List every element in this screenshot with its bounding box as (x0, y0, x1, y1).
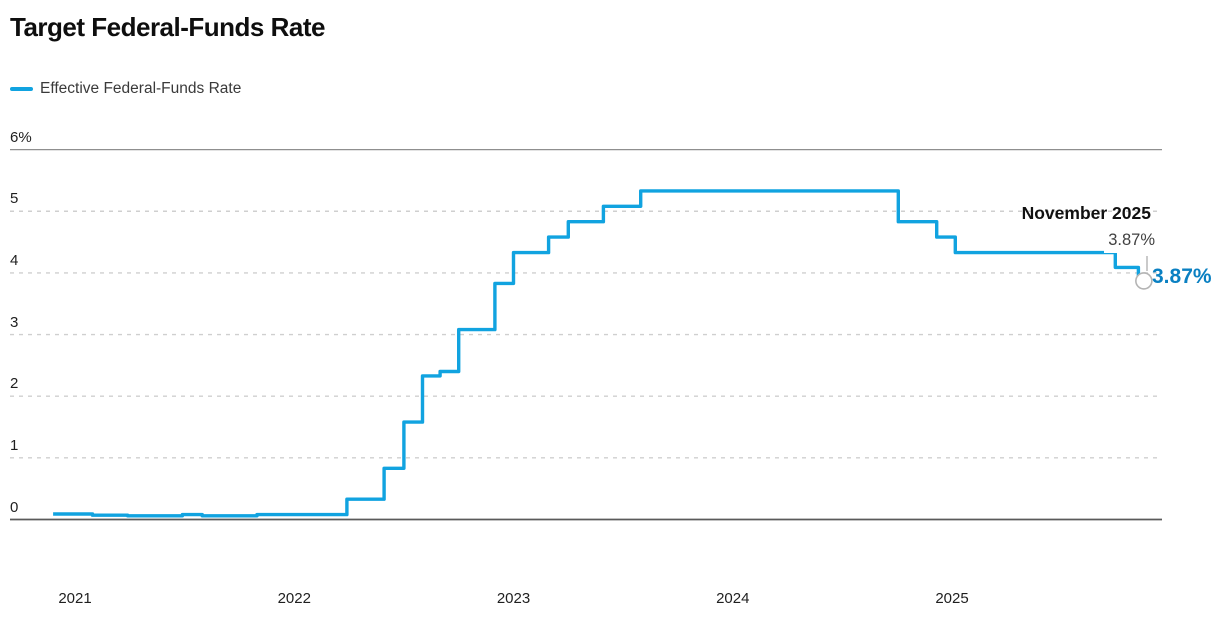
x-axis-tick-label: 2024 (716, 590, 750, 607)
end-marker (1135, 272, 1153, 290)
annotation-date-label: November 2025 (1021, 203, 1151, 223)
y-axis-tick-label: 3 (10, 313, 19, 331)
y-axis-tick-label: 0 (10, 498, 19, 516)
x-axis-tick-label: 2023 (496, 590, 531, 607)
y-axis-tick-label: 4 (10, 251, 19, 269)
legend: Effective Federal-Funds Rate (10, 80, 241, 98)
y-axis-tick-label: 6% (10, 128, 32, 146)
x-axis-tick-label: 2025 (935, 590, 969, 607)
y-axis-tick-label: 2 (10, 375, 19, 393)
annotation-callout-value: 3.87% (1104, 231, 1157, 253)
series-line (53, 189, 1144, 518)
y-axis-tick-label: 5 (10, 190, 19, 208)
y-axis-tick-label: 1 (10, 436, 19, 454)
x-axis-tick-label: 2021 (58, 590, 92, 607)
annotation-end-value: 3.87% (1152, 265, 1212, 288)
chart-title: Target Federal-Funds Rate (10, 12, 325, 42)
legend-line-swatch (10, 87, 33, 91)
x-axis-tick-label: 2022 (277, 590, 311, 607)
legend-label: Effective Federal-Funds Rate (40, 80, 242, 97)
